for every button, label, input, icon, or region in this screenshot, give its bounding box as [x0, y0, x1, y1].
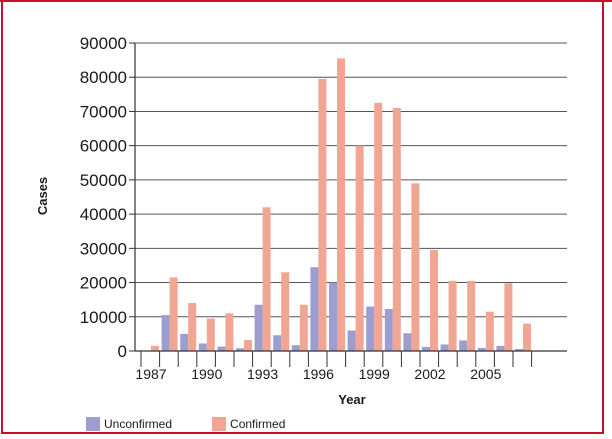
bar-confirmed-1988: [169, 277, 178, 351]
bar-confirmed-2006: [504, 283, 513, 351]
bar-unconfirmed-2003: [440, 344, 449, 351]
x-tick-label: 1993: [247, 366, 278, 382]
x-tick-label: 2002: [414, 366, 445, 382]
legend: Unconfirmed Confirmed: [86, 416, 325, 432]
frame-top-border: [0, 0, 612, 2]
y-tick-label: 60000: [80, 137, 127, 156]
bar-unconfirmed-2006: [496, 345, 505, 351]
bar-unconfirmed-1994: [273, 335, 282, 351]
legend-item-confirmed: Confirmed: [212, 417, 285, 431]
bar-unconfirmed-2005: [477, 347, 486, 351]
y-tick-label: 10000: [80, 308, 127, 327]
bars-layer: [151, 58, 531, 352]
x-tick-label: 1990: [191, 366, 222, 382]
x-tick-labels: 1987 1990 1993 1996 1999 2002 2005: [135, 366, 501, 382]
bar-unconfirmed-1999: [366, 306, 375, 351]
bar-unconfirmed-1991: [217, 346, 226, 351]
legend-label-confirmed: Confirmed: [230, 417, 286, 431]
bar-confirmed-2000: [392, 108, 401, 352]
y-axis-title: Cases: [35, 177, 50, 215]
bar-confirmed-1993: [262, 207, 271, 351]
bar-unconfirmed-2002: [422, 346, 430, 351]
bar-unconfirmed-1993: [254, 304, 263, 351]
bar-unconfirmed-2001: [403, 333, 412, 351]
bar-unconfirmed-1990: [198, 343, 207, 351]
bar-chart: 0 10000 20000 30000 40000 50000 60000 70000 8000…: [35, 34, 567, 407]
bar-confirmed-1998: [355, 145, 364, 351]
y-tick-label: 0: [118, 342, 127, 361]
bar-confirmed-1991: [225, 313, 234, 351]
y-tick-label: 50000: [80, 171, 127, 190]
legend-swatch-confirmed: [212, 417, 227, 431]
bar-confirmed-2004: [467, 280, 476, 351]
y-tick-label: 90000: [80, 34, 127, 53]
axes: [134, 43, 567, 367]
x-axis-title: Year: [338, 392, 365, 407]
bar-confirmed-2003: [448, 280, 457, 351]
bar-unconfirmed-2007: [515, 348, 523, 351]
x-tick-label: 2005: [470, 366, 501, 382]
bar-confirmed-1999: [374, 102, 383, 351]
y-tick-label: 20000: [80, 274, 127, 293]
bar-confirmed-1992: [244, 340, 252, 351]
bar-confirmed-2001: [411, 183, 420, 351]
bar-confirmed-1995: [299, 304, 308, 351]
bar-confirmed-1987: [151, 345, 159, 351]
bar-unconfirmed-2000: [384, 308, 393, 351]
y-tick-label: 40000: [80, 205, 127, 224]
x-tick-label: 1987: [135, 366, 166, 382]
bar-confirmed-1997: [337, 58, 345, 352]
bar-unconfirmed-1995: [291, 345, 300, 351]
x-tick-label: 1999: [359, 366, 390, 382]
bar-confirmed-2005: [485, 311, 494, 351]
bar-unconfirmed-1988: [161, 315, 170, 351]
x-tick-label: 1996: [303, 366, 334, 382]
bar-unconfirmed-1998: [347, 330, 356, 351]
bar-confirmed-1989: [188, 303, 197, 351]
legend-item-unconfirmed: Unconfirmed: [86, 417, 172, 431]
bar-confirmed-1994: [281, 272, 290, 351]
y-tick-label: 30000: [80, 239, 127, 258]
bar-confirmed-2002: [430, 250, 438, 351]
bar-unconfirmed-1997: [329, 282, 337, 351]
bar-unconfirmed-2004: [459, 340, 468, 351]
legend-label-unconfirmed: Unconfirmed: [104, 417, 173, 431]
y-tick-label: 80000: [80, 68, 127, 87]
y-tick-label: 70000: [80, 102, 127, 121]
figure-frame: [1, 0, 604, 434]
bar-confirmed-1990: [206, 318, 215, 351]
bar-confirmed-1996: [318, 78, 327, 351]
y-tick-labels: 0 10000 20000 30000 40000 50000 60000 70000 8000…: [80, 34, 127, 361]
bar-unconfirmed-1989: [180, 333, 189, 351]
bar-unconfirmed-1996: [310, 267, 319, 351]
legend-swatch-unconfirmed: [86, 417, 100, 431]
bar-unconfirmed-1992: [236, 348, 244, 351]
grid-lines: [129, 42, 567, 352]
bar-confirmed-2007: [523, 323, 531, 351]
